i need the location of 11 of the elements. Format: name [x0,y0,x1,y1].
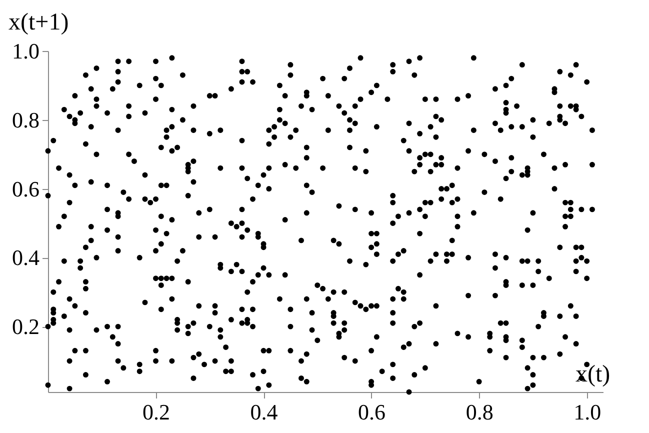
x-tick-label: 0.8 [466,400,494,424]
y-tick-label: 0.4 [12,245,40,270]
y-tick-label: 0.2 [12,314,40,340]
x-tick-label: 0.6 [358,400,386,424]
y-tick-label: 0.6 [12,176,40,202]
x-tick-label: 1.0 [574,400,602,424]
x-tick-label: 0.4 [250,400,278,424]
y-axis-title: x(t+1) [8,10,69,36]
x-tick-label: 0.2 [142,400,170,424]
y-tick-label: 0.8 [12,107,40,132]
y-tick-label: 1.0 [12,38,40,64]
